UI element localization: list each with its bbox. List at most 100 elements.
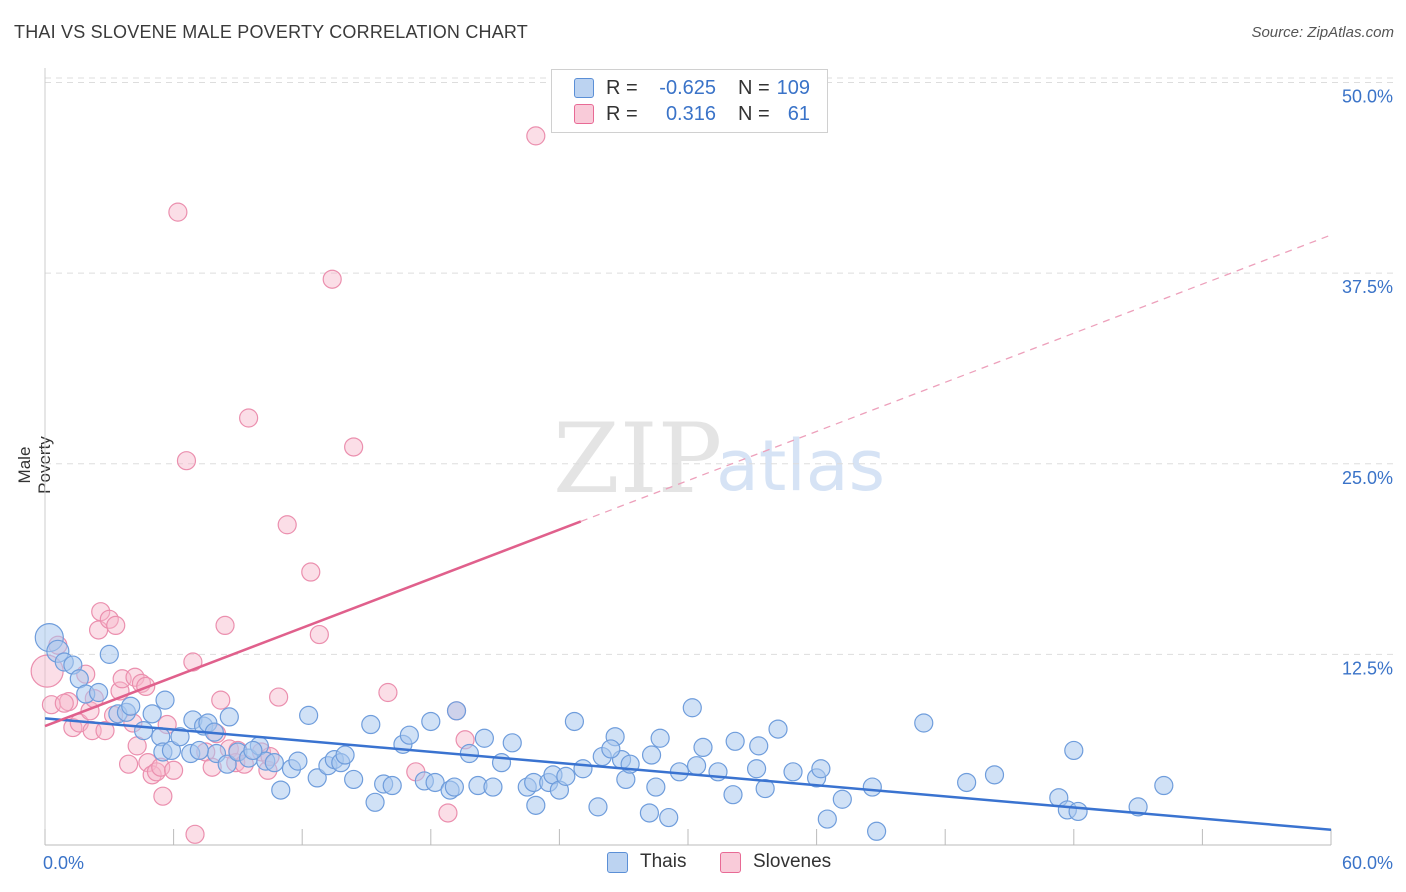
thai-point [243, 740, 263, 761]
thai-point [161, 740, 182, 761]
thai-point [307, 768, 327, 788]
slovene-point [309, 624, 329, 645]
thai-point [832, 789, 852, 809]
slovene-point [118, 754, 139, 774]
thai-point [219, 707, 239, 727]
thai-point [299, 705, 319, 725]
slovene-point [322, 269, 342, 289]
thai-point [444, 777, 464, 797]
thai-point [88, 682, 109, 703]
thai-point [1068, 801, 1088, 822]
thais-trend-line [44, 717, 1332, 831]
thai-point [573, 759, 593, 779]
thai-point [601, 739, 621, 759]
thai-point [425, 772, 445, 793]
thai-point [639, 803, 660, 823]
r-label: R = [606, 102, 638, 125]
thais-swatch [574, 78, 594, 98]
thai-point [862, 777, 882, 797]
slovene-point [54, 693, 74, 713]
slovenes-swatch [574, 104, 594, 124]
y-tick-label: 25.0% [1342, 468, 1393, 488]
slovene-point [269, 687, 289, 707]
r-value: -0.625 [659, 76, 716, 99]
slovene-point [239, 408, 259, 428]
slovene-point [185, 824, 205, 844]
slovene-point [277, 515, 297, 535]
thai-point [344, 769, 364, 790]
thai-point [686, 756, 707, 776]
thai-point [335, 745, 355, 765]
thai-point [749, 736, 769, 756]
n-label: N = [738, 76, 770, 99]
legend-label-slovenes: Slovenes [753, 851, 832, 872]
thai-point [811, 759, 831, 779]
y-tick-label: 37.5% [1342, 277, 1393, 297]
thai-point [723, 785, 743, 805]
axes [44, 68, 1332, 846]
x-tick-label: 60.0% [1342, 853, 1393, 873]
source-label: Source: ZipAtlas.com [1251, 24, 1394, 41]
slovene-point [215, 615, 235, 636]
thai-point [817, 809, 837, 829]
slovene-point [106, 615, 126, 636]
slovene-point [164, 760, 184, 780]
n-value: 61 [787, 102, 810, 125]
legend-row-thais: R = -0.625 N = 109 [574, 76, 810, 100]
thai-point [1064, 740, 1084, 761]
thai-point [217, 754, 237, 774]
legend-item-thais[interactable]: Thais [607, 851, 686, 873]
thai-point [746, 759, 767, 779]
thai-point [957, 772, 977, 793]
thai-point [483, 777, 503, 797]
thai-point [271, 780, 291, 800]
slovene-point [526, 126, 546, 146]
correlation-legend: R = -0.625 N = 109 R = 0.316 N = 61 [551, 69, 828, 133]
thai-point [564, 711, 585, 732]
thai-point [650, 728, 670, 748]
slovene-point [378, 682, 398, 703]
slovenes-points [30, 126, 546, 844]
thai-point [914, 713, 934, 733]
slovene-point [168, 202, 188, 222]
thai-point [693, 737, 713, 758]
tick-labels: 12.5% 25.0% 37.5% 50.0% 0.0% 60.0% [43, 87, 1393, 874]
watermark-atlas: atlas [716, 425, 885, 507]
y-tick-label: 50.0% [1342, 87, 1393, 107]
legend-item-slovenes[interactable]: Slovenes [720, 851, 831, 873]
y-tick-label: 12.5% [1342, 658, 1393, 678]
thai-point [641, 745, 662, 765]
slovenes-trend-extension [580, 234, 1332, 523]
slovene-point [153, 786, 173, 806]
r-label: R = [606, 76, 638, 99]
thai-point [867, 821, 887, 841]
thais-points [34, 622, 1174, 841]
thai-point [382, 775, 402, 796]
thai-point [588, 797, 608, 817]
chart-title: THAI VS SLOVENE MALE POVERTY CORRELATION… [14, 22, 528, 42]
thai-point [783, 762, 803, 782]
thai-point [399, 725, 419, 745]
slovenes-legend-swatch [720, 851, 741, 873]
n-label: N = [738, 102, 770, 125]
thai-point [646, 777, 666, 797]
x-tick-label: 0.0% [43, 853, 84, 873]
slovenes-trend-line [44, 520, 582, 728]
thai-point [99, 644, 119, 664]
slovene-point [211, 690, 231, 710]
thai-point [421, 711, 441, 732]
r-value: 0.316 [665, 102, 716, 125]
series-legend: Thais Slovenes [0, 851, 1406, 877]
thai-point [682, 698, 702, 718]
thai-point [446, 701, 467, 721]
watermark-zip: ZIP [553, 403, 722, 515]
thai-point [133, 721, 154, 741]
thai-point [142, 704, 162, 724]
legend-label-thais: Thais [640, 851, 687, 872]
thai-point [264, 753, 284, 773]
slovene-point [183, 652, 203, 672]
slovene-point [438, 803, 458, 823]
trend-lines [44, 234, 1332, 831]
thai-point [768, 719, 788, 739]
